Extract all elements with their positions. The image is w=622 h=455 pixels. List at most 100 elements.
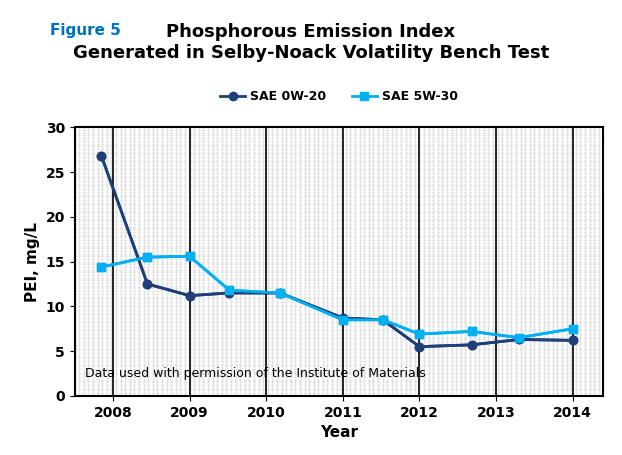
Point (557, 282, 567, 289)
Point (217, 354, 227, 362)
Point (327, 349, 337, 357)
Point (152, 247, 162, 254)
Point (106, 175, 116, 182)
Point (548, 389, 558, 397)
Point (451, 255, 461, 263)
Point (520, 156, 530, 163)
Point (424, 210, 434, 217)
Point (226, 218, 236, 225)
Point (323, 323, 333, 330)
Point (189, 196, 199, 203)
Point (437, 142, 447, 150)
Point (437, 204, 447, 212)
Point (258, 271, 268, 278)
Point (277, 352, 287, 359)
Point (447, 132, 457, 139)
Point (396, 344, 406, 351)
Point (272, 188, 282, 196)
Point (332, 320, 341, 327)
Point (539, 384, 549, 391)
Point (323, 387, 333, 394)
Point (116, 242, 126, 249)
Point (171, 207, 181, 214)
Point (396, 204, 406, 212)
Point (552, 162, 562, 169)
Point (364, 202, 374, 209)
Point (212, 374, 222, 381)
Point (548, 349, 558, 357)
Point (391, 220, 401, 228)
Point (79, 159, 89, 166)
Point (368, 349, 378, 357)
Point (116, 266, 126, 273)
Point (552, 218, 562, 225)
Point (152, 354, 162, 362)
Point (175, 145, 185, 152)
Point (102, 159, 112, 166)
Point (212, 145, 222, 152)
Point (429, 285, 439, 292)
Point (97, 226, 107, 233)
Point (451, 132, 461, 139)
Point (502, 255, 512, 263)
Point (79, 269, 89, 276)
Point (525, 266, 535, 273)
Point (231, 169, 241, 177)
Point (185, 239, 195, 247)
Point (318, 389, 328, 397)
Point (368, 156, 378, 163)
Point (116, 156, 126, 163)
Point (290, 381, 300, 389)
Point (520, 312, 530, 319)
Point (429, 347, 439, 354)
Point (580, 339, 590, 346)
Point (332, 129, 341, 136)
Point (470, 250, 480, 257)
Point (483, 180, 493, 187)
Point (318, 261, 328, 268)
Point (571, 132, 581, 139)
Point (332, 277, 341, 284)
Point (254, 317, 264, 324)
Point (442, 309, 452, 316)
Point (116, 352, 126, 359)
Point (254, 341, 264, 349)
Point (262, 323, 272, 330)
Point (281, 374, 291, 381)
Point (203, 347, 213, 354)
Point (516, 234, 526, 241)
Point (116, 360, 126, 367)
Point (433, 269, 443, 276)
Point (516, 261, 526, 268)
Point (580, 228, 590, 236)
Point (594, 237, 604, 244)
Point (116, 354, 126, 362)
Point (571, 376, 581, 384)
Point (277, 374, 287, 381)
Point (332, 169, 341, 177)
Point (235, 140, 245, 147)
Point (300, 245, 310, 252)
Point (239, 365, 249, 373)
Point (511, 258, 521, 265)
Point (111, 234, 121, 241)
Point (414, 392, 424, 399)
Point (83, 392, 93, 399)
Point (285, 250, 295, 257)
Point (406, 360, 415, 367)
Point (226, 312, 236, 319)
Point (571, 261, 581, 268)
Point (506, 323, 516, 330)
Point (401, 202, 411, 209)
Point (304, 376, 314, 384)
Point (465, 207, 475, 214)
Point (429, 354, 439, 362)
Point (525, 277, 535, 284)
Point (562, 392, 572, 399)
Point (539, 183, 549, 190)
Point (442, 376, 452, 384)
Point (575, 253, 585, 260)
Point (120, 290, 130, 298)
Point (364, 126, 374, 134)
Point (337, 204, 346, 212)
